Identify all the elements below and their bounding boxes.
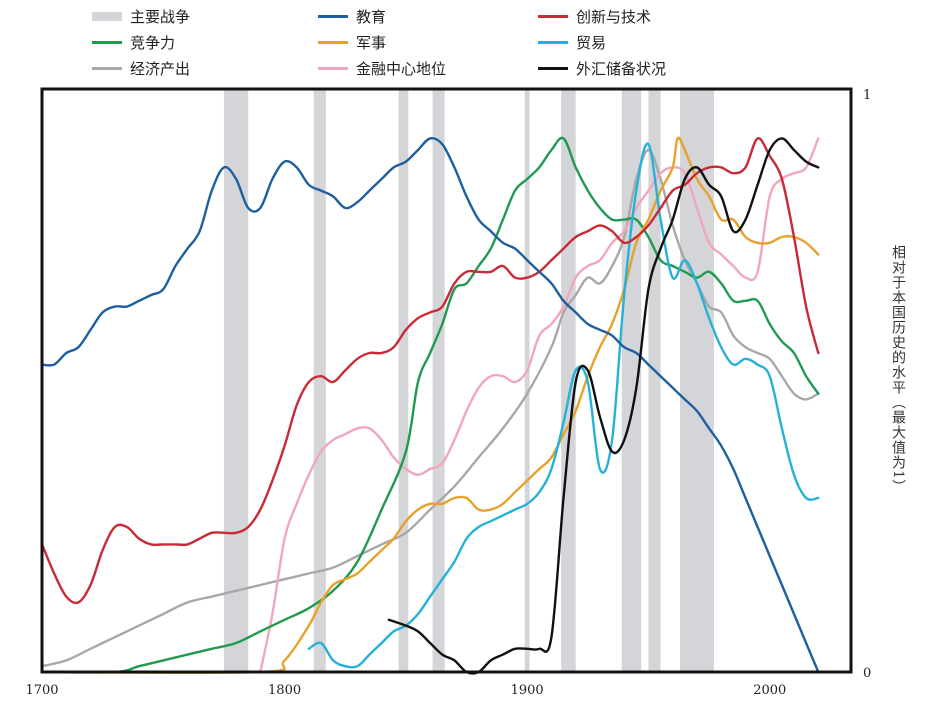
- war-band: [561, 89, 576, 672]
- legend-swatch: [538, 67, 568, 70]
- series-line-外汇储备状况: [387, 137, 820, 675]
- legend-label: 经济产出: [130, 60, 191, 78]
- legend: 主要战争 教育 创新与技术竞争力 军事 贸易经济产出 金融中心地位 外汇储备状况: [0, 0, 933, 90]
- legend-item: 创新与技术: [538, 6, 651, 27]
- war-band: [524, 89, 530, 672]
- legend-label: 竞争力: [130, 34, 176, 52]
- series-line-金融中心地位: [259, 137, 820, 674]
- war-band: [398, 89, 409, 672]
- war-bands: [223, 89, 714, 672]
- series-lines: [40, 136, 820, 675]
- legend-item: 教育: [318, 6, 386, 27]
- legend-item: 金融中心地位: [318, 58, 446, 79]
- legend-swatch: [318, 67, 348, 70]
- legend-label: 教育: [356, 8, 387, 26]
- series-line-创新与技术: [40, 137, 820, 605]
- war-band: [648, 89, 661, 672]
- legend-swatch: [318, 15, 348, 18]
- x-tick-label: 2000: [753, 683, 786, 698]
- legend-swatch: [538, 15, 568, 18]
- legend-swatch: [538, 41, 568, 44]
- legend-swatch: [92, 12, 122, 21]
- legend-swatch: [318, 41, 348, 44]
- x-tick-label: 1900: [511, 683, 544, 698]
- legend-item: 竞争力: [92, 32, 175, 53]
- legend-item: 主要战争: [92, 6, 190, 27]
- war-band: [313, 89, 326, 672]
- legend-item: 军事: [318, 32, 386, 53]
- legend-item: 贸易: [538, 32, 606, 53]
- y-tick-label: 0: [863, 666, 871, 681]
- legend-label: 创新与技术: [576, 8, 652, 26]
- series-line-竞争力: [40, 136, 820, 674]
- x-tick-label: 1800: [268, 683, 301, 698]
- war-band: [679, 89, 714, 672]
- war-band: [621, 89, 642, 672]
- legend-item: 外汇储备状况: [538, 58, 666, 79]
- legend-item: 经济产出: [92, 58, 190, 79]
- y-axis-label: 相对于本国历史的水平（最大值为1）: [890, 245, 906, 495]
- legend-swatch: [92, 41, 122, 44]
- legend-label: 贸易: [576, 34, 607, 52]
- series-line-军事: [40, 136, 820, 675]
- plot-frame: [40, 87, 853, 674]
- war-band: [223, 89, 249, 672]
- legend-label: 外汇储备状况: [576, 60, 667, 78]
- y-tick-label: 1: [863, 88, 871, 103]
- series-line-教育: [40, 136, 820, 674]
- series-line-经济产出: [40, 148, 820, 668]
- legend-label: 军事: [356, 34, 387, 52]
- legend-label: 主要战争: [130, 8, 191, 26]
- legend-swatch: [92, 67, 122, 70]
- axis-ticks: 1700 1800 1900 2000 0 1: [25, 88, 871, 698]
- x-tick-label: 1700: [25, 683, 58, 698]
- legend-label: 金融中心地位: [356, 60, 447, 78]
- war-band: [432, 89, 445, 672]
- series-line-贸易: [307, 142, 820, 669]
